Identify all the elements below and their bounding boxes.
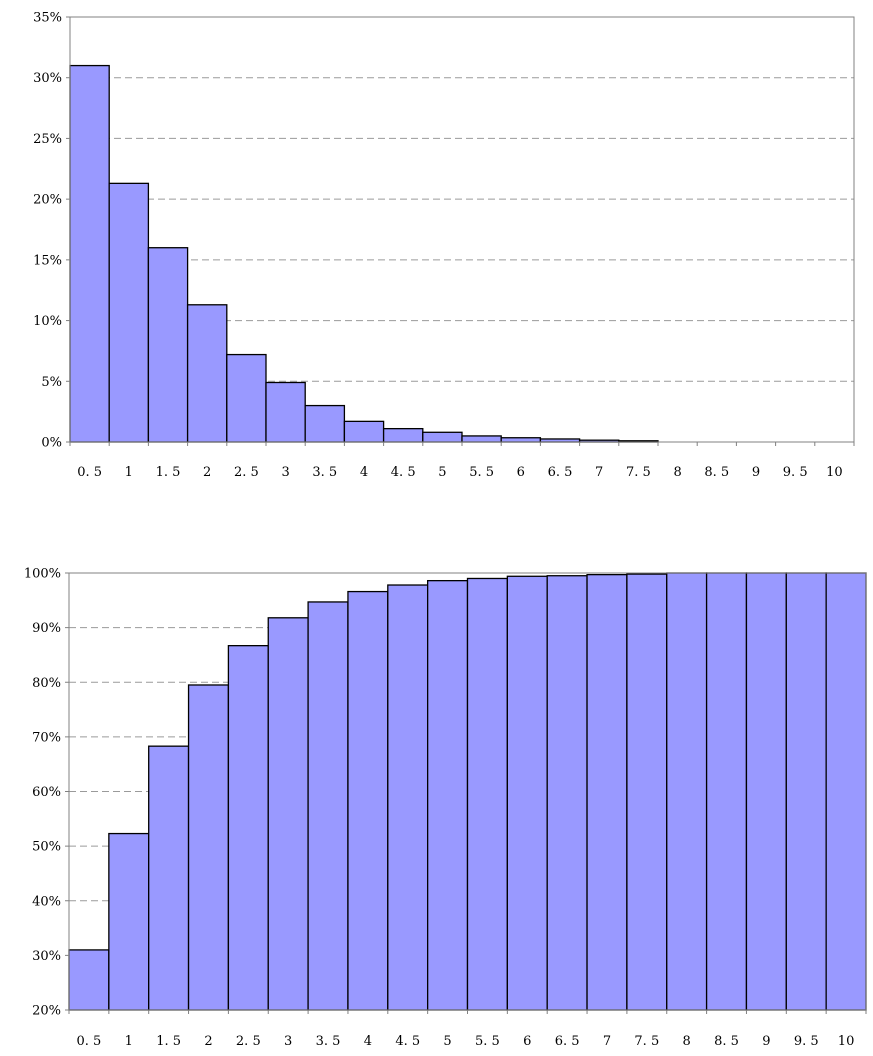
bar-1 [108,182,150,443]
bar-3.5 [304,404,346,443]
x-tick-label: 6. 5 [555,1034,580,1049]
x-tick-label: 6. 5 [548,465,573,480]
bar-3.5 [307,601,349,1011]
x-tick-label: 3. 5 [312,465,337,480]
bar-5.5 [466,577,508,1011]
y-tick-label: 25% [33,132,62,147]
x-tick-label: 6 [523,1034,531,1049]
bar-2.5 [226,353,267,443]
x-tick-label: 5. 5 [469,465,494,480]
y-tick-label: 10% [33,314,62,329]
x-tick-label: 10 [826,465,843,480]
distribution-histogram: 0% 5% 10% 15% 20% 25% 30% 35% 0. 5 1 1. 5 2 2. 5 3 3. … [33,11,855,480]
x-tick-label: 8 [673,465,681,480]
y-tick-label: 60% [32,785,61,800]
x-tick-label: 8 [683,1034,691,1049]
x-tick-label: 2 [204,1034,212,1049]
bar-5 [422,431,463,443]
x-tick-label: 3 [281,465,289,480]
bar-4 [343,420,385,443]
y-tick-label: 15% [33,253,62,268]
x-tick-label: 4 [360,465,368,480]
y-tick-label: 80% [32,676,61,691]
bar-1 [108,832,150,1011]
x-tick-label: 7 [603,1034,611,1049]
x-tick-label: 4 [364,1034,372,1049]
y-tick-label: 100% [24,567,61,582]
y-tick-label: 30% [32,949,61,964]
x-tick-label: 3 [284,1034,292,1049]
bar-7.5 [626,573,668,1011]
bar-1.5 [147,247,189,443]
x-tick-label: 5. 5 [475,1034,500,1049]
cumulative-histogram: 20% 30% 40% 50% 60% 70% 80% 90% 100% 0. 5 1 1. 5 2 2.… [24,567,867,1049]
bar-0.5 [68,949,110,1011]
x-tick-label: 2. 5 [234,465,259,480]
x-tick-label: 8. 5 [704,465,729,480]
x-tick-label: 7 [595,465,603,480]
bar-5.5 [461,435,502,443]
x-tick-label: 2. 5 [236,1034,261,1049]
x-tick-label: 1. 5 [156,465,181,480]
bar-6.5 [546,575,588,1011]
bar-4 [347,590,389,1011]
x-tick-label: 10 [838,1034,855,1049]
bar-9.5 [785,572,827,1011]
bar-2.5 [227,645,269,1011]
x-tick-label: 5 [443,1034,451,1049]
y-tick-label: 20% [32,1004,61,1019]
bar-6 [500,437,542,443]
bar-6 [506,575,548,1011]
x-tick-label: 9 [752,465,760,480]
bar-7 [586,573,628,1011]
x-tick-label: 0. 5 [77,1034,102,1049]
x-tick-label: 9. 5 [783,465,808,480]
bar-2 [187,684,230,1011]
x-tick-label: 1 [125,1034,133,1049]
bar-3 [267,617,309,1011]
x-tick-label: 2 [203,465,211,480]
bar-4.5 [382,427,424,443]
x-tick-label: 1 [125,465,133,480]
x-tick-label: 7. 5 [626,465,651,480]
y-tick-label: 70% [32,730,61,745]
bar-2 [186,304,228,443]
bar-0.5 [69,64,110,443]
x-tick-label: 5 [438,465,446,480]
y-tick-label: 0% [41,436,62,451]
bar-1.5 [148,745,190,1011]
y-tick-label: 50% [32,840,61,855]
bar-9 [745,572,787,1011]
x-tick-label: 6 [517,465,525,480]
x-tick-label: 9. 5 [794,1034,819,1049]
x-tick-label: 9 [762,1034,770,1049]
x-tick-label: 4. 5 [395,1034,420,1049]
x-tick-label: 8. 5 [714,1034,739,1049]
bar-10 [825,572,867,1011]
y-tick-label: 90% [32,621,61,636]
x-tick-label: 4. 5 [391,465,416,480]
bar-4.5 [387,584,429,1011]
bar-5 [426,579,469,1011]
bar-8.5 [705,572,748,1011]
bar-3 [265,381,306,443]
y-tick-label: 5% [41,375,62,390]
x-tick-label: 0. 5 [77,465,102,480]
x-tick-label: 7. 5 [634,1034,659,1049]
y-tick-label: 30% [33,71,62,86]
y-tick-label: 20% [33,193,62,208]
y-tick-label: 40% [32,894,61,909]
x-tick-label: 1. 5 [156,1034,181,1049]
bar-8 [666,572,708,1011]
x-tick-label: 3. 5 [316,1034,341,1049]
y-tick-label: 35% [33,11,62,26]
